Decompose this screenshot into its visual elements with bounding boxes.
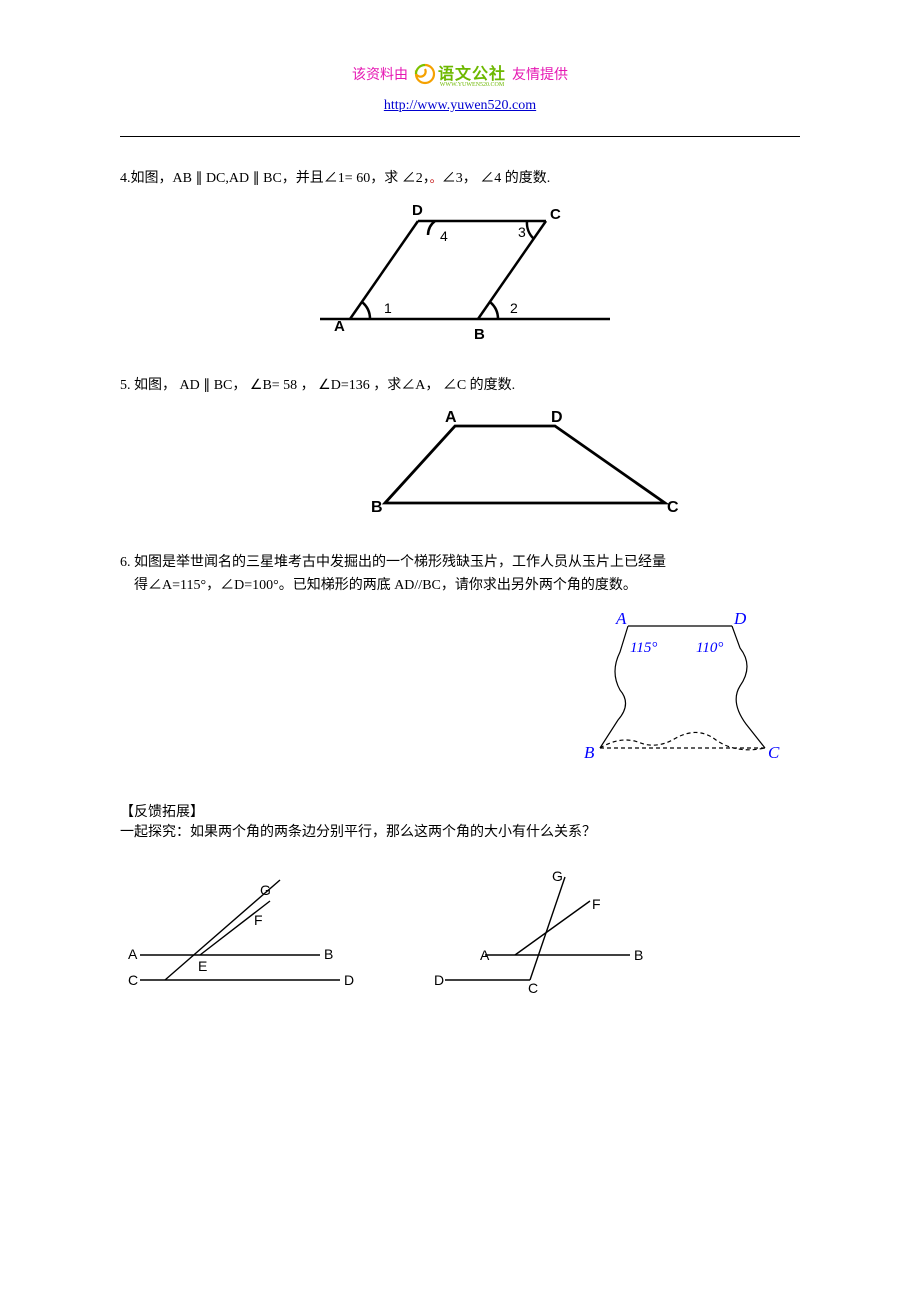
lr-G: G bbox=[552, 868, 563, 884]
ll-E: E bbox=[198, 958, 207, 974]
label-ang2: 110° bbox=[696, 640, 723, 656]
lr-D: D bbox=[434, 972, 444, 988]
problem-4-text-a: 4.如图，AB ∥ DC,AD ∥ BC，并且∠1= 60，求 ∠2， bbox=[120, 171, 430, 186]
extension-prompt: 一起探究：如果两个角的两条边分别平行，那么这两个角的大小有什么关系？ bbox=[120, 821, 800, 845]
problem-4-figure: A B C D 1 2 3 4 bbox=[120, 201, 800, 346]
extension-fig-left: A B C D E F G bbox=[120, 865, 360, 1010]
ll-C: C bbox=[128, 972, 138, 988]
problem-5-text: 5. 如图， AD ∥ BC， ∠B= 58 ， ∠D=136 ，求∠A， ∠C… bbox=[120, 378, 515, 393]
site-logo: 语文公社 WWW.YUWEN520.COM bbox=[414, 60, 506, 88]
lr-B: B bbox=[634, 947, 643, 963]
logo-text-wrap: 语文公社 WWW.YUWEN520.COM bbox=[438, 60, 506, 88]
label-D5: D bbox=[551, 409, 563, 426]
problem-4-text-b: ∠3， ∠4 的度数. bbox=[442, 171, 551, 186]
label-2: 2 bbox=[510, 300, 518, 316]
problem-6-figure: A D B C 115° 110° bbox=[120, 608, 800, 773]
page: 该资料由 语文公社 WWW.YUWEN520.COM 友情提供 http://w… bbox=[0, 0, 920, 1090]
label-D6: D bbox=[733, 609, 747, 628]
problem-6-line1: 6. 如图是举世闻名的三星堆考古中发掘出的一个梯形残缺玉片，工作人员从玉片上已经… bbox=[120, 555, 666, 570]
header-suffix: 友情提供 bbox=[512, 64, 568, 84]
header-rule bbox=[120, 136, 800, 137]
problem-5: 5. 如图， AD ∥ BC， ∠B= 58 ， ∠D=136 ，求∠A， ∠C… bbox=[120, 374, 800, 398]
lr-C: C bbox=[528, 980, 538, 996]
ll-G: G bbox=[260, 882, 271, 898]
label-3: 3 bbox=[518, 224, 526, 240]
label-C: C bbox=[550, 206, 561, 223]
label-B5: B bbox=[371, 499, 383, 516]
label-1: 1 bbox=[384, 300, 392, 316]
label-ang1: 115° bbox=[630, 640, 657, 656]
label-B6: B bbox=[584, 743, 595, 762]
logo-text: 语文公社 bbox=[438, 66, 506, 83]
ll-B: B bbox=[324, 946, 333, 962]
problem-6-line2: 得∠A=115°，∠D=100°。已知梯形的两底 AD//BC，请你求出另外两个… bbox=[120, 578, 637, 593]
label-4: 4 bbox=[440, 228, 448, 244]
logo-subtext: WWW.YUWEN520.COM bbox=[438, 82, 506, 88]
ll-A: A bbox=[128, 946, 138, 962]
problem-4: 4.如图，AB ∥ DC,AD ∥ BC，并且∠1= 60，求 ∠2，。∠3， … bbox=[120, 167, 800, 191]
extension-fig-right: A B D C F G bbox=[430, 865, 660, 1010]
page-header: 该资料由 语文公社 WWW.YUWEN520.COM 友情提供 http://w… bbox=[120, 60, 800, 114]
extension-figures: A B C D E F G A bbox=[120, 865, 800, 1010]
ll-D: D bbox=[344, 972, 354, 988]
header-line: 该资料由 语文公社 WWW.YUWEN520.COM 友情提供 bbox=[120, 60, 800, 88]
problem-6: 6. 如图是举世闻名的三星堆考古中发掘出的一个梯形残缺玉片，工作人员从玉片上已经… bbox=[120, 551, 800, 599]
label-A: A bbox=[334, 318, 345, 335]
red-dot-icon: 。 bbox=[430, 171, 442, 185]
problem-5-figure: A D B C bbox=[120, 408, 800, 523]
label-D: D bbox=[412, 202, 423, 219]
label-C5: C bbox=[667, 499, 679, 516]
ll-F: F bbox=[254, 912, 263, 928]
lr-F: F bbox=[592, 896, 601, 912]
label-B: B bbox=[474, 326, 485, 341]
header-prefix: 该资料由 bbox=[352, 64, 408, 84]
lr-A: A bbox=[480, 947, 490, 963]
label-C6: C bbox=[768, 743, 780, 762]
logo-swirl-icon bbox=[414, 63, 436, 85]
extension-title: 【反馈拓展】 bbox=[120, 801, 800, 821]
label-A6: A bbox=[615, 609, 627, 628]
header-url[interactable]: http://www.yuwen520.com bbox=[120, 98, 800, 114]
label-A5: A bbox=[445, 409, 457, 426]
